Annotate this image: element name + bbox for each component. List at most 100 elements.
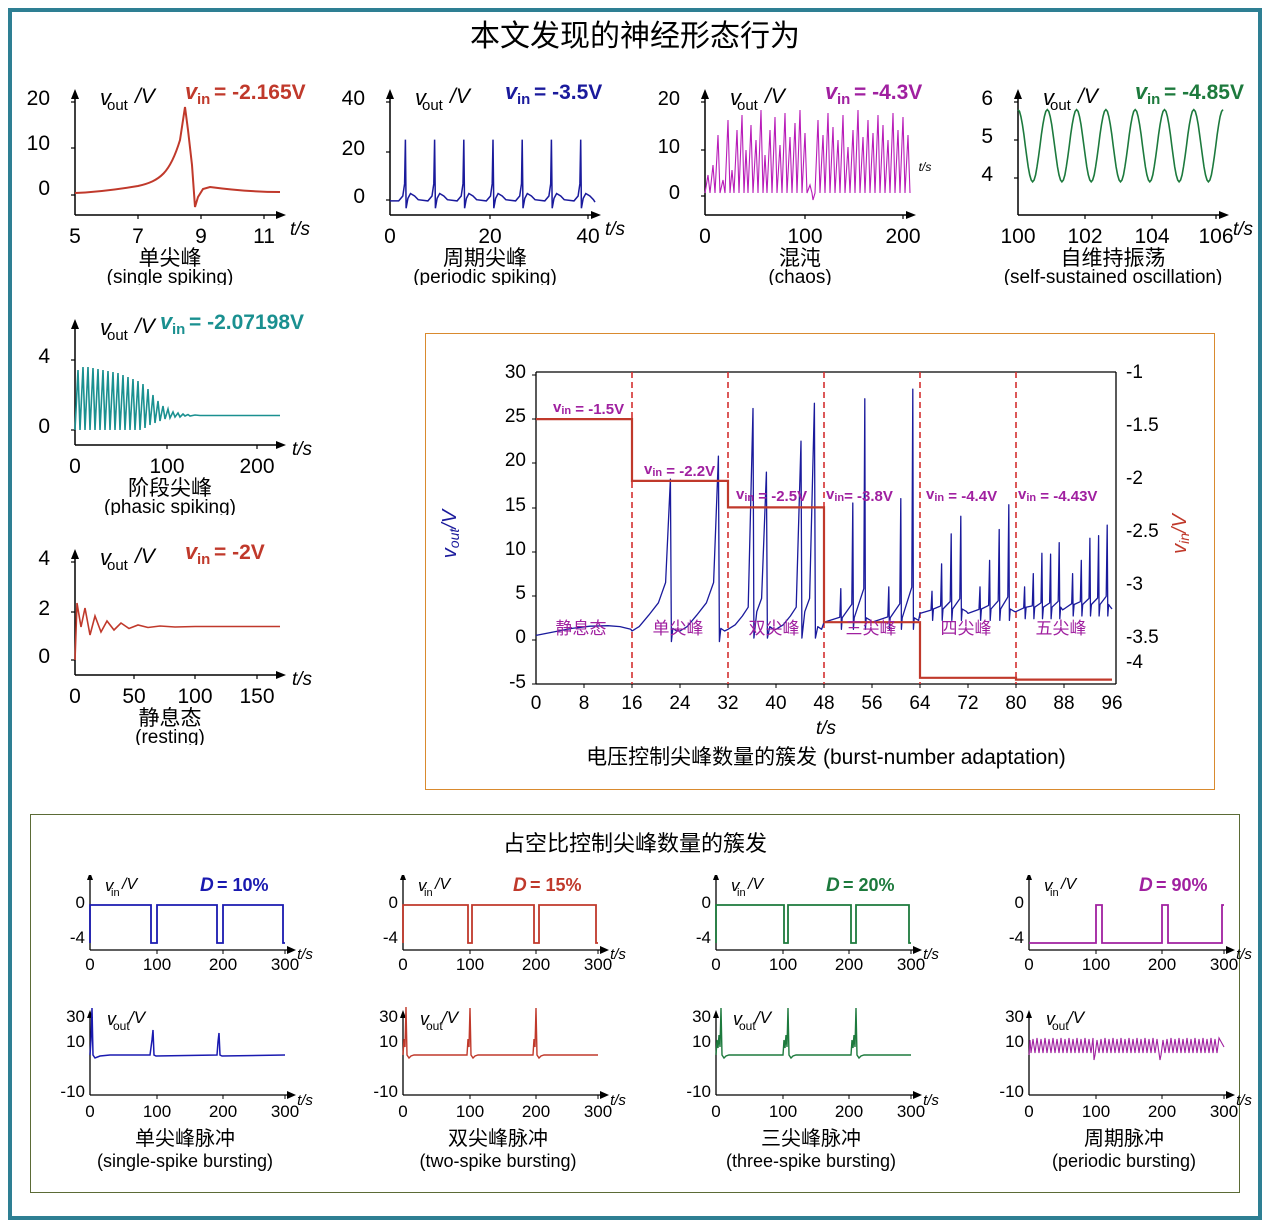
svg-text:102: 102: [1067, 225, 1102, 248]
svg-text:vin/V: vin/V: [1169, 512, 1192, 553]
svg-text:单尖峰脉冲: 单尖峰脉冲: [135, 1127, 235, 1150]
svg-text:0: 0: [384, 225, 396, 248]
svg-text:0: 0: [515, 627, 526, 648]
svg-text:(resting): (resting): [135, 727, 205, 745]
svg-text:200: 200: [885, 225, 920, 248]
svg-text:in: in: [1147, 91, 1160, 108]
svg-text:0: 0: [85, 955, 94, 974]
svg-text:-3.5: -3.5: [1126, 627, 1159, 648]
svg-text:t/s: t/s: [605, 219, 626, 240]
svg-text:t/s: t/s: [610, 1092, 626, 1109]
svg-text:-2: -2: [1126, 468, 1143, 489]
svg-text:5: 5: [981, 125, 993, 148]
svg-text:10: 10: [692, 1032, 711, 1051]
svg-text:out: out: [107, 327, 129, 344]
svg-text:in: in: [197, 551, 210, 568]
svg-text:25: 25: [505, 406, 526, 427]
svg-text:out: out: [422, 97, 444, 114]
svg-text:24: 24: [669, 693, 691, 714]
svg-text:vin= -3.8V: vin= -3.8V: [826, 486, 893, 505]
svg-text:t/s: t/s: [1236, 946, 1252, 963]
svg-text:300: 300: [271, 955, 299, 974]
svg-text:0: 0: [1024, 955, 1033, 974]
svg-text:-4: -4: [383, 928, 398, 947]
svg-text:9: 9: [195, 225, 207, 248]
svg-text:= -4.3V: = -4.3V: [854, 81, 922, 104]
svg-text:/V: /V: [434, 876, 451, 893]
svg-text:= -2V: = -2V: [214, 541, 265, 564]
svg-text:in: in: [197, 91, 210, 108]
svg-text:= -4.85V: = -4.85V: [1164, 81, 1244, 104]
svg-text:/V: /V: [1076, 85, 1100, 108]
svg-text:40: 40: [576, 225, 599, 248]
svg-text:out: out: [737, 97, 759, 114]
svg-text:200: 200: [835, 955, 863, 974]
svg-text:100: 100: [1082, 955, 1110, 974]
svg-text:20: 20: [27, 87, 50, 110]
svg-text:t/s: t/s: [816, 718, 837, 739]
svg-text:-3: -3: [1126, 574, 1143, 595]
svg-text:= -2.165V: = -2.165V: [214, 81, 306, 104]
svg-text:-4: -4: [696, 928, 711, 947]
svg-text:电压控制尖峰数量的簇发 (burst-number adap: 电压控制尖峰数量的簇发 (burst-number adaptation): [586, 746, 1066, 769]
svg-text:0: 0: [353, 185, 365, 208]
svg-text:50: 50: [122, 685, 145, 708]
svg-text:30: 30: [692, 1007, 711, 1026]
svg-text:out: out: [113, 1019, 130, 1033]
svg-text:0: 0: [398, 1102, 407, 1121]
svg-text:in: in: [424, 887, 433, 899]
svg-text:10: 10: [27, 132, 50, 155]
svg-text:in: in: [172, 321, 185, 338]
svg-text:48: 48: [813, 693, 834, 714]
svg-text:双尖峰脉冲: 双尖峰脉冲: [448, 1127, 548, 1150]
svg-text:t/s: t/s: [290, 219, 311, 240]
svg-text:三尖峰脉冲: 三尖峰脉冲: [761, 1127, 861, 1150]
svg-text:双尖峰: 双尖峰: [749, 619, 800, 638]
svg-text:106: 106: [1198, 225, 1233, 248]
svg-text:100: 100: [143, 955, 171, 974]
svg-text:100: 100: [177, 685, 212, 708]
svg-text:30: 30: [1005, 1007, 1024, 1026]
svg-text:D: D: [826, 875, 840, 896]
svg-text:t/s: t/s: [923, 946, 939, 963]
svg-text:(chaos): (chaos): [768, 267, 831, 285]
svg-text:= 90%: = 90%: [1156, 875, 1208, 895]
svg-text:200: 200: [522, 1102, 550, 1121]
svg-text:vout/V: vout/V: [439, 508, 462, 558]
svg-text:100: 100: [1082, 1102, 1110, 1121]
svg-text:104: 104: [1134, 225, 1169, 248]
svg-text:单尖峰: 单尖峰: [653, 619, 704, 638]
svg-text:96: 96: [1101, 693, 1122, 714]
svg-text:/V: /V: [133, 315, 157, 338]
svg-text:/V: /V: [128, 1008, 147, 1027]
svg-text:-4: -4: [70, 928, 85, 947]
svg-text:in: in: [837, 91, 850, 108]
svg-text:(single spiking): (single spiking): [107, 267, 234, 285]
svg-text:(single-spike bursting): (single-spike bursting): [97, 1151, 273, 1171]
svg-text:20: 20: [505, 450, 526, 471]
svg-text:0: 0: [711, 1102, 720, 1121]
svg-text:/V: /V: [441, 1008, 460, 1027]
svg-text:t/s: t/s: [1236, 1092, 1252, 1109]
svg-text:out: out: [739, 1019, 756, 1033]
svg-text:30: 30: [505, 362, 526, 383]
svg-text:100: 100: [143, 1102, 171, 1121]
svg-text:200: 200: [835, 1102, 863, 1121]
svg-text:0: 0: [38, 645, 50, 668]
svg-text:0: 0: [69, 685, 81, 708]
svg-text:16: 16: [621, 693, 642, 714]
svg-text:-10: -10: [999, 1082, 1024, 1101]
svg-text:10: 10: [66, 1032, 85, 1051]
svg-text:-4: -4: [1009, 928, 1024, 947]
svg-text:/V: /V: [133, 545, 157, 568]
svg-text:100: 100: [769, 955, 797, 974]
svg-text:4: 4: [38, 345, 50, 368]
svg-text:8: 8: [579, 693, 590, 714]
svg-text:0: 0: [1015, 893, 1024, 912]
svg-text:2: 2: [38, 597, 50, 620]
svg-text:300: 300: [584, 1102, 612, 1121]
svg-text:-10: -10: [686, 1082, 711, 1101]
svg-text:200: 200: [522, 955, 550, 974]
svg-text:0: 0: [702, 893, 711, 912]
svg-text:/V: /V: [754, 1008, 773, 1027]
